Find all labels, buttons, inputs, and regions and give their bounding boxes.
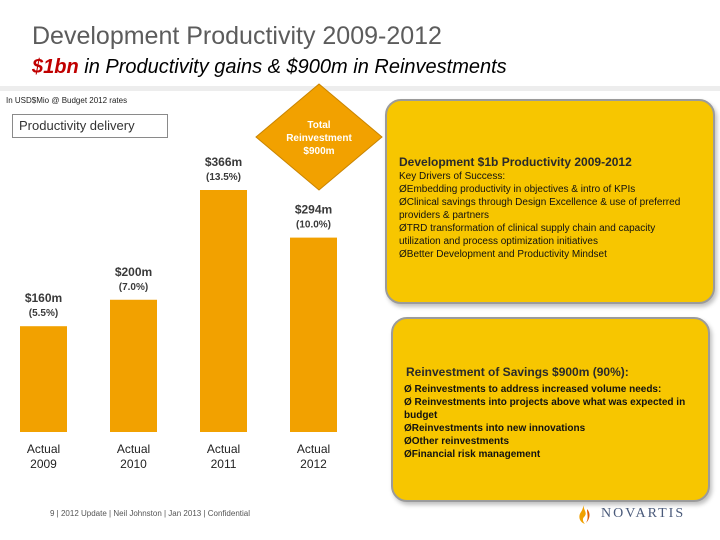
callout-line-1: Total	[307, 120, 331, 131]
reinvestment-panel	[391, 317, 710, 502]
bar	[290, 237, 337, 432]
category-tick-label: 2012	[300, 457, 327, 471]
header-divider	[0, 86, 720, 91]
reinvestment-line: ØFinancial risk management	[404, 449, 541, 460]
flame-icon	[579, 504, 590, 524]
category-tick-label: 2011	[211, 457, 237, 471]
footer-text: 9 | 2012 Update | Neil Johnston | Jan 20…	[50, 509, 250, 518]
success-line: Key Drivers of Success:	[399, 171, 506, 182]
bar-chart: $160m(5.5%)Actual2009$200m(7.0%)Actual20…	[20, 155, 337, 471]
bar-percent-label: (13.5%)	[206, 172, 241, 183]
logo-wordmark: NOVARTIS	[601, 506, 686, 521]
subtitle-highlight: $1bn	[32, 56, 79, 78]
bar-value-label: $160m	[25, 291, 62, 305]
category-tick-label: Actual	[297, 442, 330, 456]
subtitle-rest: in Productivity gains & $900m in Reinves…	[78, 56, 507, 78]
slide-subtitle: $1bn in Productivity gains & $900m in Re…	[32, 56, 507, 79]
category-tick-label: 2009	[30, 457, 57, 471]
reinvestment-line: ØReinvestments into new innovations	[404, 423, 586, 434]
bar	[200, 190, 247, 432]
category-tick-label: Actual	[27, 442, 60, 456]
bar	[20, 326, 67, 432]
category-tick-label: Actual	[207, 442, 240, 456]
productivity-delivery-label: Productivity delivery	[12, 114, 168, 138]
bar-value-label: $294m	[295, 203, 332, 217]
success-line: ØTRD transformation of clinical supply c…	[399, 223, 656, 247]
callout-line-2: Reinvestment	[286, 133, 352, 144]
category-tick-label: 2010	[120, 457, 147, 471]
reinvestment-diamond	[255, 83, 383, 191]
category-tick-label: Actual	[117, 442, 150, 456]
novartis-logo: NOVARTIS	[575, 503, 685, 525]
slide-title: Development Productivity 2009-2012	[32, 22, 442, 50]
bar-value-label: $366m	[205, 155, 242, 169]
callout-line-3: $900m	[303, 146, 335, 157]
success-panel	[385, 99, 715, 304]
reinvestment-line: Ø Reinvestments into projects above what…	[404, 397, 686, 421]
bar-percent-label: (10.0%)	[296, 220, 331, 231]
units-note: In USD$Mio @ Budget 2012 rates	[6, 96, 128, 105]
bar	[110, 299, 157, 432]
success-panel-heading: Development $1b Productivity 2009-2012	[399, 155, 632, 169]
reinvestment-line: Ø Reinvestments to address increased vol…	[404, 384, 662, 395]
diamond-shape	[255, 83, 383, 191]
success-panel-body: Key Drivers of Success: ØEmbedding produ…	[399, 170, 699, 261]
reinvestment-callout-text: Total Reinvestment $900m	[264, 119, 374, 158]
bar-value-label: $200m	[115, 265, 152, 279]
bar-percent-label: (7.0%)	[119, 282, 148, 293]
success-line: ØClinical savings through Design Excelle…	[399, 197, 681, 221]
success-line: ØBetter Development and Productivity Min…	[399, 249, 607, 260]
success-line: ØEmbedding productivity in objectives & …	[399, 184, 636, 195]
reinvestment-panel-heading: Reinvestment of Savings $900m (90%):	[406, 365, 629, 379]
bar-percent-label: (5.5%)	[29, 308, 58, 319]
reinvestment-panel-body: Ø Reinvestments to address increased vol…	[404, 383, 704, 461]
reinvestment-line: ØOther reinvestments	[404, 436, 510, 447]
